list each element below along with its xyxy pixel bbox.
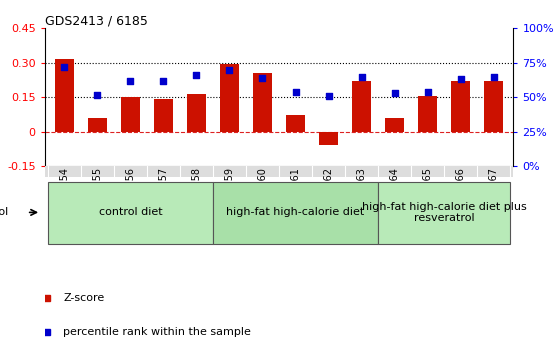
Text: GSM140963: GSM140963 — [357, 167, 367, 226]
Point — [126, 78, 135, 84]
Text: GDS2413 / 6185: GDS2413 / 6185 — [45, 14, 147, 27]
Point — [390, 90, 399, 96]
Bar — [220, 64, 239, 132]
Bar — [213, 182, 378, 244]
Text: GSM140955: GSM140955 — [93, 167, 103, 226]
Point — [93, 92, 102, 97]
Bar — [386, 118, 403, 132]
Point — [489, 74, 498, 79]
Bar — [484, 81, 503, 132]
Text: GSM140962: GSM140962 — [324, 167, 334, 226]
Text: GSM140958: GSM140958 — [191, 167, 201, 226]
Bar — [253, 73, 272, 132]
Text: GSM140967: GSM140967 — [489, 167, 498, 226]
Text: Z-score: Z-score — [64, 293, 105, 303]
Point — [291, 89, 300, 95]
Text: GSM140964: GSM140964 — [389, 167, 400, 226]
Bar — [48, 182, 213, 244]
Text: high-fat high-calorie diet plus
resveratrol: high-fat high-calorie diet plus resverat… — [362, 201, 526, 223]
Text: protocol: protocol — [0, 207, 8, 217]
Point — [159, 78, 168, 84]
Point — [60, 64, 69, 70]
Text: GSM140959: GSM140959 — [224, 167, 234, 226]
Text: GSM140957: GSM140957 — [158, 167, 169, 226]
Bar — [155, 98, 172, 132]
Text: GSM140965: GSM140965 — [422, 167, 432, 226]
Text: GSM140954: GSM140954 — [60, 167, 69, 226]
Bar — [378, 182, 510, 244]
Point — [357, 74, 366, 79]
Text: GSM140966: GSM140966 — [455, 167, 465, 226]
Text: GSM140956: GSM140956 — [126, 167, 136, 226]
Point — [225, 67, 234, 73]
Bar — [88, 118, 107, 132]
Bar — [319, 132, 338, 144]
Bar — [187, 94, 205, 132]
Bar — [418, 96, 436, 132]
Text: GSM140961: GSM140961 — [291, 167, 301, 226]
Bar — [286, 115, 305, 132]
Point — [258, 75, 267, 81]
Text: high-fat high-calorie diet: high-fat high-calorie diet — [227, 207, 364, 217]
Point — [423, 89, 432, 95]
Text: GSM140960: GSM140960 — [257, 167, 267, 226]
Point — [324, 93, 333, 99]
Bar — [122, 97, 140, 132]
Bar — [451, 81, 470, 132]
Point — [192, 73, 201, 78]
Text: control diet: control diet — [99, 207, 162, 217]
Text: percentile rank within the sample: percentile rank within the sample — [64, 327, 251, 337]
Bar — [353, 81, 371, 132]
Point — [456, 76, 465, 82]
Bar — [55, 59, 74, 132]
